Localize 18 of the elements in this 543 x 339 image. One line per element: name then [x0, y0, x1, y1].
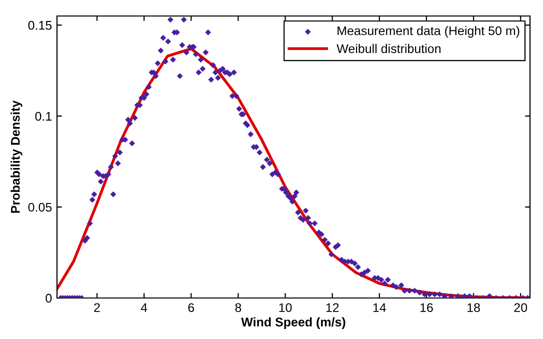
y-tick-label: 0.05	[28, 202, 52, 212]
x-tick-label: 2	[94, 303, 100, 312]
x-tick-label: 10	[279, 303, 292, 312]
x-tick-label: 16	[420, 303, 433, 312]
x-tick-label: 8	[235, 303, 242, 312]
y-tick-label: 0	[46, 294, 52, 303]
y-tick-label: 0.1	[35, 112, 52, 121]
x-tick-label: 12	[326, 303, 339, 312]
x-tick-label: 14	[373, 303, 386, 312]
legend-label: Weibull distribution	[336, 44, 440, 54]
x-tick-label: 6	[188, 303, 194, 312]
y-axis-title: Probability Density	[10, 100, 22, 213]
x-axis-title: Wind Speed (m/s)	[241, 317, 346, 329]
y-tick-label: 0.15	[28, 20, 52, 30]
x-tick-label: 20	[514, 303, 528, 312]
x-tick-label: 4	[140, 303, 148, 312]
legend-label: Measurement data (Height 50 m)	[338, 26, 520, 38]
x-tick-label: 18	[468, 303, 480, 312]
